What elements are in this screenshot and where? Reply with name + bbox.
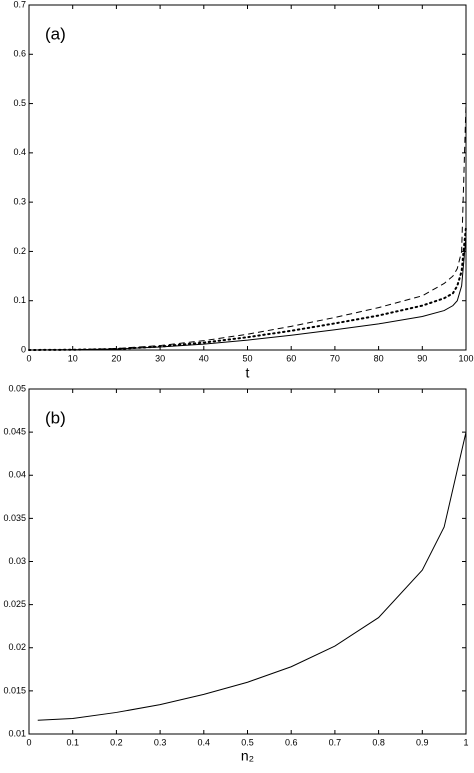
x-tick-label: 40 bbox=[199, 353, 209, 363]
x-tick-label: 100 bbox=[458, 353, 473, 363]
y-tick-label: 0.04 bbox=[8, 470, 26, 480]
series-line bbox=[28, 225, 467, 351]
x-tick-label: 60 bbox=[286, 353, 296, 363]
x-tick-label: 50 bbox=[242, 353, 252, 363]
x-tick-label: 0.3 bbox=[154, 737, 167, 747]
x-tick-label: 1 bbox=[463, 737, 468, 747]
series-line bbox=[28, 103, 467, 351]
y-tick-label: 0.02 bbox=[8, 642, 26, 652]
y-tick-label: 0.6 bbox=[13, 49, 26, 59]
y-tick-label: 0.3 bbox=[13, 197, 26, 207]
y-tick-label: 0.035 bbox=[3, 513, 26, 523]
x-tick-label: 0.5 bbox=[241, 737, 254, 747]
y-tick-label: 0.5 bbox=[13, 98, 26, 108]
y-tick-label: 0.4 bbox=[13, 147, 26, 157]
x-tick-label: 0.7 bbox=[329, 737, 342, 747]
x-tick-label: 0.6 bbox=[285, 737, 298, 747]
plot-frame bbox=[28, 4, 467, 351]
x-axis-label: t bbox=[246, 365, 250, 381]
panel-label: (b) bbox=[45, 408, 66, 427]
x-tick-label: 0.4 bbox=[198, 737, 211, 747]
x-tick-label: 70 bbox=[330, 353, 340, 363]
y-tick-label: 0.025 bbox=[3, 599, 26, 609]
x-tick-label: 0.1 bbox=[66, 737, 79, 747]
x-tick-label: 20 bbox=[111, 353, 121, 363]
y-tick-label: 0.2 bbox=[13, 246, 26, 256]
x-tick-label: 0 bbox=[26, 737, 31, 747]
x-tick-label: 0 bbox=[26, 353, 31, 363]
x-tick-label: 30 bbox=[155, 353, 165, 363]
y-tick-label: 0.01 bbox=[8, 728, 26, 738]
y-tick-label: 0.7 bbox=[13, 0, 26, 9]
y-tick-label: 0.03 bbox=[8, 556, 26, 566]
y-tick-label: 0.1 bbox=[13, 295, 26, 305]
y-tick-label: 0 bbox=[21, 344, 26, 354]
y-tick-label: 0.015 bbox=[3, 685, 26, 695]
x-tick-label: 0.9 bbox=[416, 737, 429, 747]
x-tick-label: 0.2 bbox=[110, 737, 123, 747]
x-tick-label: 0.8 bbox=[372, 737, 385, 747]
series-line bbox=[28, 236, 467, 351]
x-tick-label: 80 bbox=[374, 353, 384, 363]
x-tick-label: 10 bbox=[68, 353, 78, 363]
series-line bbox=[37, 432, 467, 721]
x-tick-label: 90 bbox=[417, 353, 427, 363]
y-tick-label: 0.045 bbox=[3, 427, 26, 437]
y-tick-label: 0.05 bbox=[8, 383, 26, 393]
panel-label: (a) bbox=[45, 24, 66, 43]
x-axis-label: n₂ bbox=[241, 748, 254, 764]
